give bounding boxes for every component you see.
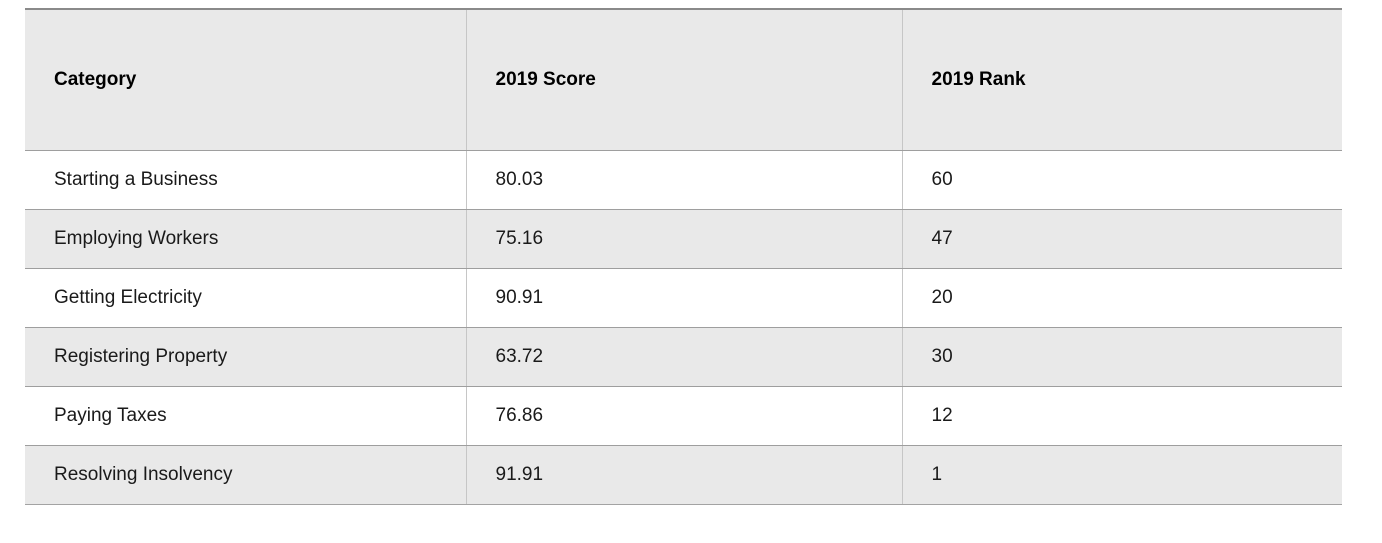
score-cell: 75.16	[465, 209, 902, 269]
rank-cell: 20	[901, 268, 1342, 328]
table-row: Paying Taxes 76.86 12	[25, 386, 1342, 446]
category-cell: Starting a Business	[25, 150, 466, 210]
rank-cell: 30	[901, 327, 1342, 387]
table-row: Registering Property 63.72 30	[25, 327, 1342, 387]
column-header-2019-score: 2019 Score	[465, 9, 902, 151]
score-cell: 91.91	[465, 445, 902, 505]
category-cell: Resolving Insolvency	[25, 445, 466, 505]
table-row: Resolving Insolvency 91.91 1	[25, 445, 1342, 505]
table-row: Starting a Business 80.03 60	[25, 150, 1342, 210]
column-header-category: Category	[25, 9, 466, 151]
table-header-row: Category 2019 Score 2019 Rank	[25, 9, 1342, 151]
category-cell: Getting Electricity	[25, 268, 466, 328]
score-cell: 80.03	[465, 150, 902, 210]
score-cell: 90.91	[465, 268, 902, 328]
category-cell: Employing Workers	[25, 209, 466, 269]
rank-cell: 47	[901, 209, 1342, 269]
rank-cell: 12	[901, 386, 1342, 446]
column-header-2019-rank: 2019 Rank	[901, 9, 1342, 151]
score-cell: 76.86	[465, 386, 902, 446]
table-row: Getting Electricity 90.91 20	[25, 268, 1342, 328]
scores-table: Category 2019 Score 2019 Rank Starting a…	[25, 8, 1342, 505]
rank-cell: 60	[901, 150, 1342, 210]
category-cell: Paying Taxes	[25, 386, 466, 446]
table-row: Employing Workers 75.16 47	[25, 209, 1342, 269]
category-cell: Registering Property	[25, 327, 466, 387]
score-cell: 63.72	[465, 327, 902, 387]
rank-cell: 1	[901, 445, 1342, 505]
